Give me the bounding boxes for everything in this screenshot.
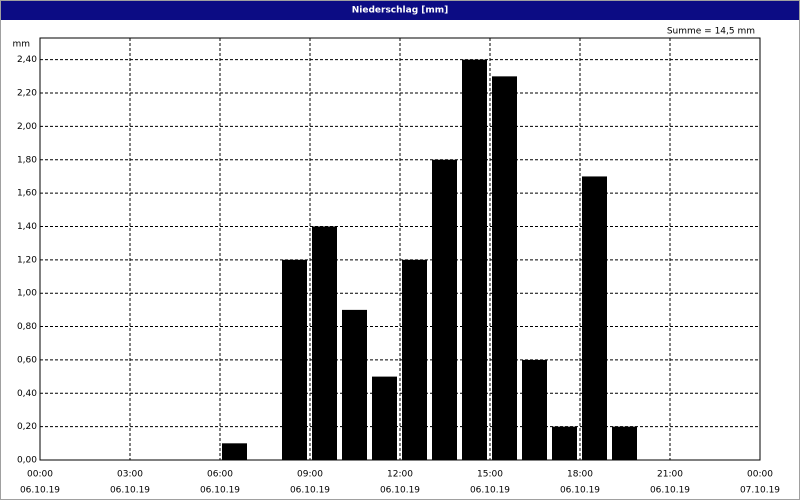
y-tick-label: 0,20 <box>17 422 37 432</box>
x-tick-label: 12:00 <box>387 470 413 480</box>
bar <box>432 159 457 460</box>
y-tick-label: 1,40 <box>17 222 37 232</box>
bar <box>222 443 247 460</box>
y-tick-label: 1,80 <box>17 155 37 165</box>
y-tick-label: 2,40 <box>17 55 37 65</box>
y-tick-label: 0,40 <box>17 389 37 399</box>
bar <box>522 359 547 460</box>
y-tick-label: 0,80 <box>17 322 37 332</box>
y-tick-label: 2,20 <box>17 89 37 99</box>
x-tick-label: 06:00 <box>207 470 233 480</box>
y-tick-label: 0,60 <box>17 355 37 365</box>
bar <box>282 259 307 460</box>
y-tick-label: 1,60 <box>17 189 37 199</box>
bar <box>402 259 427 460</box>
bar <box>312 226 337 460</box>
x-tick-date: 06.10.19 <box>380 486 420 496</box>
x-tick-date: 06.10.19 <box>110 486 150 496</box>
x-tick-label: 21:00 <box>657 470 683 480</box>
bar <box>372 376 397 460</box>
y-tick-label: 2,00 <box>17 122 37 132</box>
x-tick-date: 06.10.19 <box>290 486 330 496</box>
y-tick-label: 1,00 <box>17 289 37 299</box>
x-tick-label: 00:00 <box>747 470 773 480</box>
x-tick-date: 06.10.19 <box>650 486 690 496</box>
x-tick-date: 06.10.19 <box>200 486 240 496</box>
bar <box>492 76 517 460</box>
x-tick-label: 03:00 <box>117 470 143 480</box>
y-axis-label: mm <box>12 40 30 50</box>
bar <box>342 309 367 460</box>
x-tick-date: 06.10.19 <box>470 486 510 496</box>
bar <box>462 59 487 460</box>
y-tick-label: 0,00 <box>17 456 37 466</box>
x-tick-date: 06.10.19 <box>20 486 60 496</box>
y-tick-label: 1,20 <box>17 255 37 265</box>
x-tick-label: 00:00 <box>27 470 53 480</box>
bar <box>552 426 577 460</box>
x-tick-date: 07.10.19 <box>740 486 780 496</box>
title-bar <box>1 1 799 20</box>
annotation: Summe = 14,5 mm <box>667 27 755 37</box>
x-tick-label: 18:00 <box>567 470 593 480</box>
plot-frame <box>39 37 761 461</box>
x-tick-date: 06.10.19 <box>560 486 600 496</box>
chart-title: Niederschlag [mm] <box>352 6 449 16</box>
bar <box>612 426 637 460</box>
bar <box>582 176 607 460</box>
x-tick-label: 15:00 <box>477 470 503 480</box>
x-tick-label: 09:00 <box>297 470 323 480</box>
